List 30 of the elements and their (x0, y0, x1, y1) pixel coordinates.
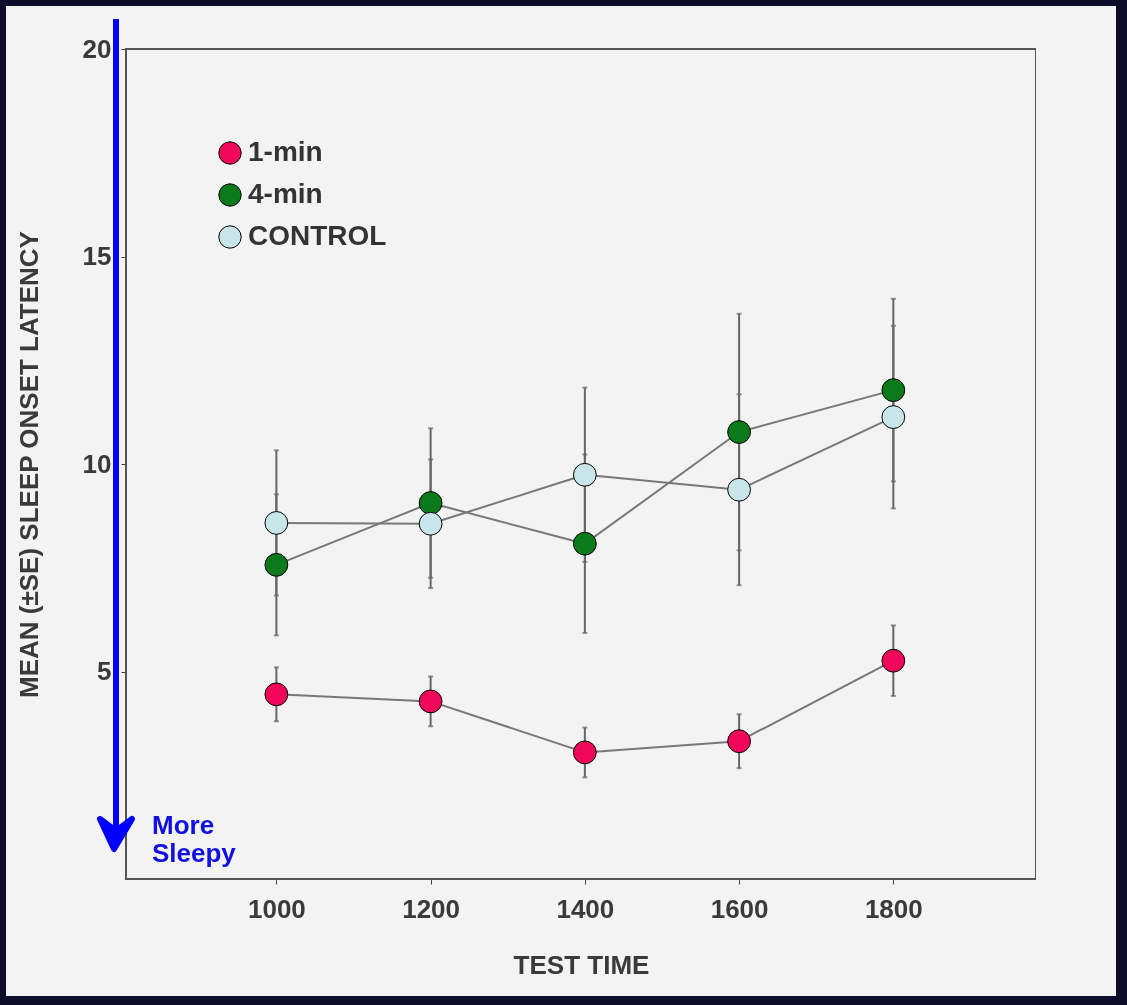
point (572, 740, 597, 765)
x-tick-label: 1800 (864, 893, 923, 924)
point (418, 511, 443, 536)
y-tick-label: 15 (82, 241, 112, 271)
point (418, 491, 443, 515)
point (727, 477, 751, 502)
point (418, 689, 443, 714)
y-tick-label: 10 (82, 448, 112, 479)
point (881, 405, 906, 429)
y-axis-title: MEAN (±SE) SLEEP ONSET LATENCY (13, 231, 44, 698)
point (264, 682, 289, 707)
point (727, 729, 751, 754)
x-axis-title: TEST TIME (513, 949, 650, 980)
point (264, 511, 289, 535)
x-tick-label: 1200 (402, 893, 461, 924)
legend-label: 1-min (248, 136, 323, 167)
legend-label: 4-min (248, 178, 323, 209)
point (572, 462, 597, 487)
legend-label: CONTROL (248, 220, 387, 251)
x-tick-label: 1600 (710, 893, 769, 924)
y-tick-label: 20 (82, 33, 112, 64)
point (572, 531, 597, 556)
x-tick-label: 1400 (556, 893, 615, 924)
point (881, 648, 906, 673)
annotation: More Sleepy (152, 810, 237, 868)
point (881, 378, 906, 403)
point (727, 420, 751, 444)
point (264, 552, 289, 577)
x-tick-label: 1000 (247, 893, 306, 924)
y-tick-label: 5 (97, 656, 112, 686)
